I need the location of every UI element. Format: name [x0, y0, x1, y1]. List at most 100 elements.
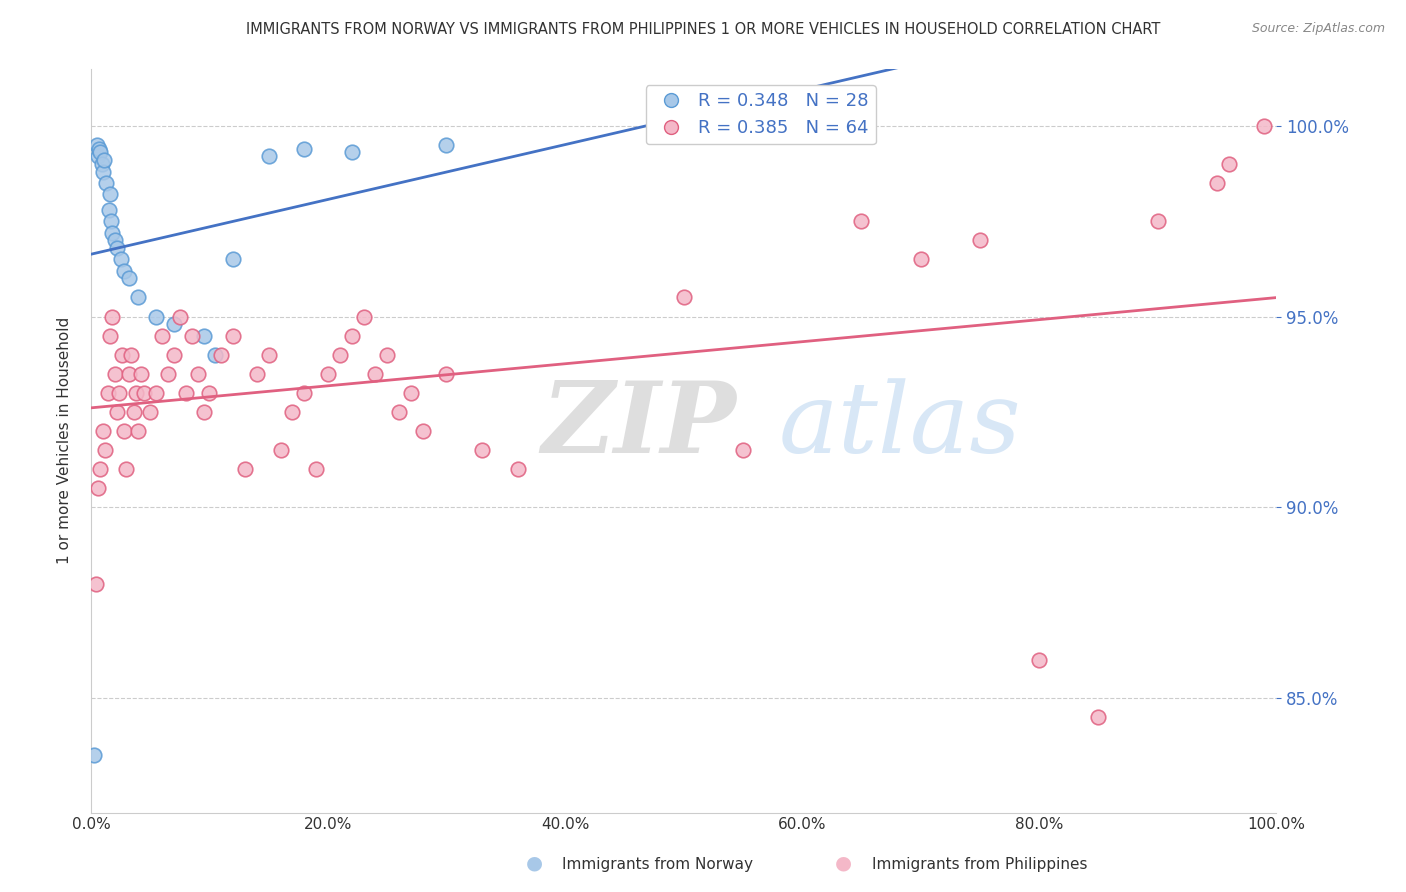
Point [193, 328, 215, 343]
Point [105, 405, 128, 419]
Point [412, 424, 434, 438]
Text: Immigrants from Philippines: Immigrants from Philippines [872, 857, 1087, 872]
Point [180, 328, 202, 343]
Point [118, 271, 141, 285]
Point [89, 142, 111, 156]
Point [1087, 710, 1109, 724]
Text: ●: ● [526, 854, 543, 872]
Point [104, 233, 127, 247]
Point [340, 145, 363, 160]
Point [134, 385, 156, 400]
Point [471, 443, 494, 458]
Point [209, 348, 232, 362]
Point [111, 348, 134, 362]
Point [97, 202, 120, 217]
Text: IMMIGRANTS FROM NORWAY VS IMMIGRANTS FROM PHILIPPINES 1 OR MORE VEHICLES IN HOUS: IMMIGRANTS FROM NORWAY VS IMMIGRANTS FRO… [246, 22, 1160, 37]
Point [281, 405, 304, 419]
Point [108, 385, 131, 400]
Point [112, 424, 135, 438]
Point [150, 328, 173, 343]
Point [139, 405, 162, 419]
Point [93, 153, 115, 167]
Point [125, 385, 148, 400]
Point [1146, 214, 1168, 228]
Point [129, 367, 152, 381]
Point [98, 328, 121, 343]
Point [94, 443, 117, 458]
Legend: R = 0.348   N = 28, R = 0.385   N = 64: R = 0.348 N = 28, R = 0.385 N = 64 [645, 85, 876, 145]
Point [506, 462, 529, 476]
Point [187, 367, 209, 381]
Point [122, 405, 145, 419]
Point [87, 149, 110, 163]
Point [292, 142, 315, 156]
Point [399, 385, 422, 400]
Point [163, 317, 186, 331]
Point [222, 252, 245, 267]
Text: ●: ● [835, 854, 852, 872]
Text: Source: ZipAtlas.com: Source: ZipAtlas.com [1251, 22, 1385, 36]
Point [305, 462, 328, 476]
Point [89, 462, 111, 476]
Point [198, 385, 221, 400]
Point [731, 443, 754, 458]
Point [1218, 157, 1240, 171]
Point [91, 424, 114, 438]
Point [100, 214, 122, 228]
Point [246, 367, 269, 381]
Text: atlas: atlas [779, 378, 1021, 474]
Point [89, 145, 111, 160]
Point [233, 462, 256, 476]
Point [257, 348, 280, 362]
Point [156, 367, 179, 381]
Point [193, 405, 215, 419]
Point [672, 290, 695, 304]
Point [174, 385, 197, 400]
Point [375, 348, 398, 362]
Point [1028, 653, 1050, 667]
Point [145, 310, 167, 324]
Point [90, 157, 112, 171]
Point [83, 748, 105, 763]
Point [101, 310, 124, 324]
Point [115, 462, 138, 476]
Point [292, 385, 315, 400]
Point [86, 137, 108, 152]
Point [969, 233, 991, 247]
Point [316, 367, 339, 381]
Point [163, 348, 186, 362]
Point [910, 252, 932, 267]
Point [127, 424, 149, 438]
Point [112, 264, 135, 278]
Point [1205, 176, 1227, 190]
Point [120, 348, 142, 362]
Point [169, 310, 191, 324]
Point [353, 310, 375, 324]
Point [329, 348, 352, 362]
Point [204, 348, 226, 362]
Point [436, 367, 458, 381]
Point [104, 367, 127, 381]
Y-axis label: 1 or more Vehicles in Household: 1 or more Vehicles in Household [58, 317, 72, 564]
Point [96, 176, 118, 190]
Point [1253, 119, 1275, 133]
Point [91, 164, 114, 178]
Point [118, 367, 141, 381]
Point [127, 290, 149, 304]
Point [364, 367, 387, 381]
Point [340, 328, 363, 343]
Point [257, 149, 280, 163]
Point [145, 385, 167, 400]
Point [96, 385, 118, 400]
Text: Immigrants from Norway: Immigrants from Norway [562, 857, 754, 872]
Point [270, 443, 292, 458]
Point [436, 137, 458, 152]
Point [388, 405, 411, 419]
Point [851, 214, 873, 228]
Point [98, 187, 121, 202]
Point [87, 481, 110, 495]
Point [222, 328, 245, 343]
Text: ZIP: ZIP [541, 377, 737, 474]
Point [110, 252, 132, 267]
Point [84, 576, 107, 591]
